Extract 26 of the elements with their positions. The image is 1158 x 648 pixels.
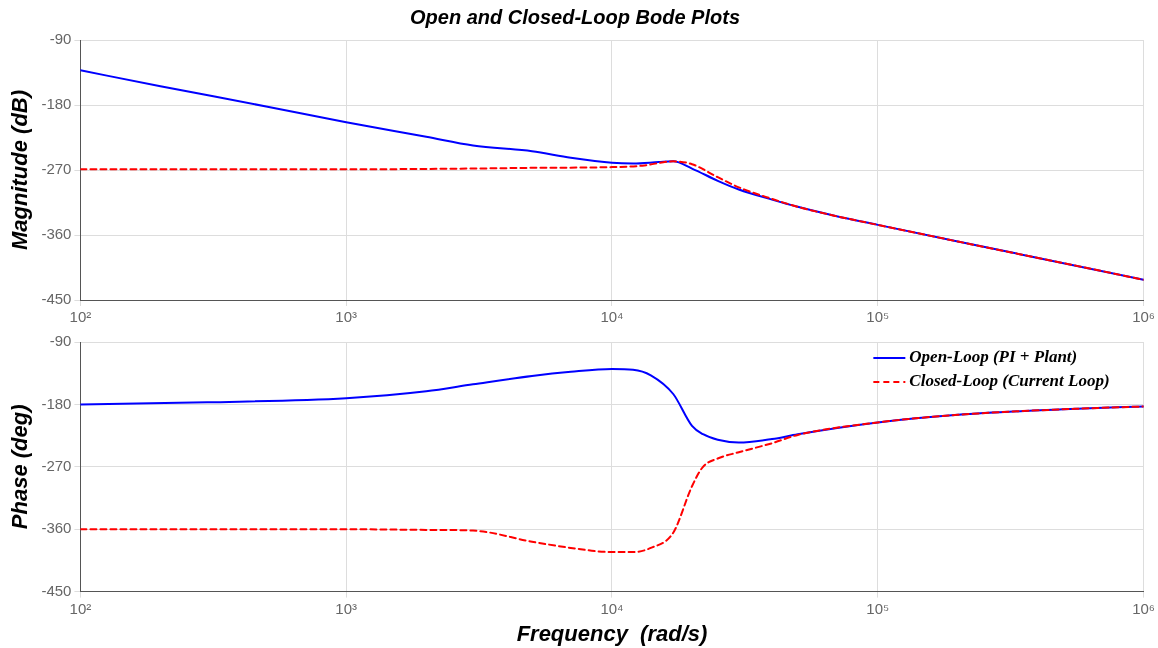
y-tick-label: -270: [41, 456, 72, 474]
y-tick-label: -180: [41, 95, 72, 113]
x-tick-label: 10³: [335, 599, 358, 617]
y-axis-title: Magnitude (dB): [7, 89, 33, 251]
x-tick-label: 10⁵: [866, 599, 890, 617]
x-tick-label: 10⁴: [600, 308, 624, 326]
legend-label: Closed-Loop (Current Loop): [909, 371, 1110, 391]
y-axis-title: Phase (deg): [7, 404, 33, 530]
y-tick-label: -450: [41, 290, 72, 308]
y-tick-label: -90: [49, 30, 72, 48]
y-tick-label: -90: [49, 332, 72, 350]
y-tick-label: -450: [41, 581, 72, 599]
legend-label: Open-Loop (PI + Plant): [909, 347, 1078, 367]
x-tick-label: 10²: [69, 599, 92, 617]
x-axis-title: Frequency (rad/s): [516, 620, 708, 646]
x-tick-label: 10²: [69, 308, 92, 326]
x-tick-label: 10⁴: [600, 599, 624, 617]
y-tick-label: -360: [41, 225, 72, 243]
x-tick-label: 10³: [335, 308, 358, 326]
y-tick-label: -180: [41, 394, 72, 412]
y-tick-label: -270: [41, 160, 72, 178]
y-tick-label: -360: [41, 519, 72, 537]
x-tick-label: 10⁶: [1132, 599, 1155, 617]
chart-title: Open and Closed-Loop Bode Plots: [410, 5, 740, 28]
x-tick-label: 10⁵: [866, 308, 890, 326]
x-tick-label: 10⁶: [1132, 308, 1155, 326]
